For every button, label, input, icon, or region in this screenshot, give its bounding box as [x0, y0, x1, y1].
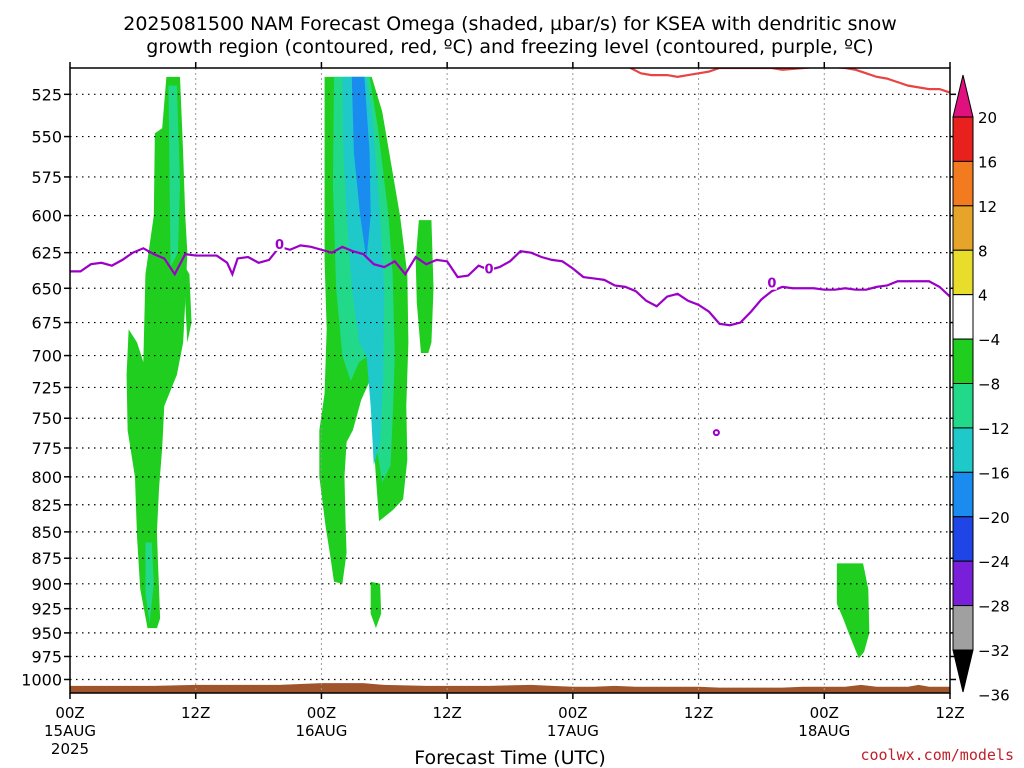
- x-tick-label: 12Z: [432, 704, 461, 722]
- colorbar-segment: [952, 249, 974, 296]
- plot-background: [70, 68, 950, 693]
- y-tick-label: 675: [31, 314, 62, 333]
- colorbar-segment: [952, 338, 974, 385]
- y-tick-label: 600: [31, 207, 62, 226]
- x-axis-label: Forecast Time (UTC): [414, 747, 605, 768]
- y-tick-label: 850: [31, 523, 62, 542]
- x-tick-label: 00Z: [307, 704, 336, 722]
- x-tick-label: 12Z: [935, 704, 964, 722]
- x-tick-label: 12Z: [684, 704, 713, 722]
- y-tick-label: 825: [31, 496, 62, 515]
- colorbar-tick-label: −32: [978, 642, 1010, 660]
- freezing-level-label: 0: [767, 277, 776, 292]
- plot-frame: [69, 67, 951, 694]
- y-tick-label: 725: [31, 378, 62, 397]
- colorbar-segment: [952, 605, 974, 651]
- y-tick-label: 950: [31, 624, 62, 643]
- colorbar-tick-label: −36: [978, 686, 1010, 704]
- x-tick-label: 00Z: [810, 704, 839, 722]
- colorbar-tick-label: −24: [978, 553, 1010, 571]
- omega-shaded-region: [351, 76, 371, 260]
- x-tick-year-label: 2025: [51, 740, 89, 758]
- colorbar-tick-label: −28: [978, 598, 1010, 616]
- colorbar-tick-label: 8: [978, 242, 988, 260]
- omega-shaded-region: [415, 220, 434, 353]
- colorbar-segment: [952, 427, 974, 473]
- x-tick-date-label: 17AUG: [547, 722, 599, 740]
- axes: 525 550 575 600 625 650 675 700 725 750 775 800 825 8…: [21, 62, 965, 758]
- omega-shaded-region: [168, 85, 180, 268]
- colorbar-tick-label: −20: [978, 509, 1010, 527]
- y-tick-label: 650: [31, 279, 62, 298]
- colorbar-tick-label: 4: [978, 287, 988, 305]
- y-tick-label: 900: [31, 575, 62, 594]
- colorbar-min-arrow: [952, 649, 974, 693]
- chart-title-line-1: 2025081500 NAM Forecast Omega (shaded, µ…: [123, 13, 896, 35]
- credit-link[interactable]: coolwx.com/models: [860, 746, 1014, 764]
- chart-title-line-2: growth region (contoured, red, ºC) and f…: [146, 36, 873, 58]
- x-tick-label: 00Z: [558, 704, 587, 722]
- colorbar-segment: [952, 471, 974, 518]
- colorbar-tick-label: −4: [978, 331, 1000, 349]
- y-tick-label: 575: [31, 168, 62, 187]
- y-tick-label: 750: [31, 409, 62, 428]
- plot-area: 0 0 0: [70, 68, 950, 693]
- colorbar-tick-label: −12: [978, 420, 1010, 438]
- omega-shaded-region: [342, 76, 385, 466]
- omega-shaded-region: [185, 267, 192, 343]
- y-tick-label: 775: [31, 439, 62, 458]
- colorbar-segment: [952, 516, 974, 562]
- x-tick-date-label: 15AUG: [44, 722, 96, 740]
- contour-label-background: [766, 275, 777, 290]
- colorbar-tick-label: 12: [978, 198, 997, 216]
- omega-shaded-region: [370, 581, 382, 629]
- y-tick-label: 550: [31, 128, 62, 147]
- colorbar-segment: [952, 116, 974, 162]
- y-tick-label: 975: [31, 647, 62, 666]
- isolated-freezing-contour: [712, 429, 720, 437]
- freezing-level-label: 0: [485, 263, 494, 278]
- colorbar-segment: [952, 560, 974, 607]
- y-tick-label: 925: [31, 600, 62, 619]
- colorbar-tick-label: 20: [978, 109, 997, 127]
- colorbar-segment: [952, 205, 974, 251]
- colorbar-segment: [952, 160, 974, 207]
- colorbar-max-arrow: [952, 74, 974, 118]
- y-tick-label: 700: [31, 347, 62, 366]
- omega-shaded-region: [836, 563, 870, 659]
- contour-label-background: [484, 261, 495, 276]
- y-tick-label: 875: [31, 549, 62, 568]
- x-tick-date-label: 16AUG: [295, 722, 347, 740]
- colorbar-segment: [952, 294, 974, 340]
- colorbar-tick-label: 16: [978, 153, 997, 171]
- x-tick-label: 12Z: [181, 704, 210, 722]
- terrain-area: [70, 683, 950, 693]
- contour-label-background: [274, 236, 285, 251]
- y-tick-label: 800: [31, 468, 62, 487]
- y-tick-label: 625: [31, 244, 62, 263]
- dgz-contour-line: [629, 68, 950, 94]
- y-tick-label: 1000: [21, 670, 62, 689]
- freezing-level-label: 0: [275, 238, 284, 253]
- freezing-level-contour: [70, 244, 950, 327]
- colorbar-tick-label: −16: [978, 464, 1010, 482]
- x-tick-date-label: 18AUG: [798, 722, 850, 740]
- y-tick-label: 525: [31, 85, 62, 104]
- colorbar-segment: [952, 383, 974, 429]
- colorbar: 20 16 12 8 4 −4 −8 −12 −16 −20 −24 −28 −32 −36: [952, 74, 1010, 704]
- plot-clip-group: 0 0 0: [70, 68, 950, 693]
- colorbar-tick-label: −8: [978, 376, 1000, 394]
- x-tick-label: 00Z: [55, 704, 84, 722]
- omega-shaded-region: [145, 542, 154, 624]
